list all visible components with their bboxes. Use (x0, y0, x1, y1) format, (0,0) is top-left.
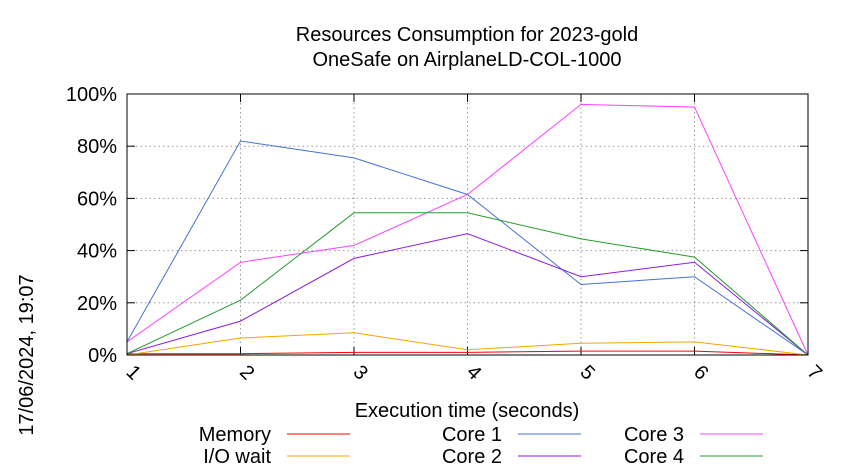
x-tick-label: 1 (122, 361, 145, 384)
chart-title-line-1: Resources Consumption for 2023-gold (296, 24, 638, 46)
x-tick-label: 3 (349, 361, 372, 384)
legend-label-core-1: Core 1 (442, 424, 502, 446)
series-line-core-4 (126, 212, 809, 356)
grid-layer (127, 94, 808, 355)
timestamp-label: 17/06/2024, 19:07 (16, 274, 38, 435)
x-tick-label: 4 (462, 361, 485, 384)
y-tick-label: 60% (77, 188, 117, 210)
plot-frame (126, 93, 809, 356)
legend-label-core-3: Core 3 (624, 424, 684, 446)
y-tick-label: 0% (88, 345, 117, 367)
series-layer (126, 103, 809, 356)
x-tick-label: 6 (689, 361, 712, 384)
legend-label-core-4: Core 4 (624, 446, 684, 468)
x-tick-label: 5 (576, 361, 599, 384)
series-line-core-3 (126, 103, 809, 356)
series-line-i-o-wait (126, 332, 809, 356)
legend-label-core-2: Core 2 (442, 446, 502, 468)
y-tick-label: 100% (66, 84, 117, 106)
y-tick-label: 80% (77, 136, 117, 158)
y-tick-label: 20% (77, 293, 117, 315)
legend-label-memory: Memory (199, 424, 271, 446)
x-tick-label: 2 (235, 361, 258, 384)
x-tick-label: 7 (803, 361, 826, 384)
chart-title-line-2: OneSafe on AirplaneLD-COL-1000 (312, 49, 621, 71)
y-tick-label: 40% (77, 241, 117, 263)
series-line-core-2 (126, 233, 809, 356)
series-line-memory (127, 350, 809, 356)
legend-label-i-o-wait: I/O wait (203, 446, 271, 468)
x-axis-label: Execution time (seconds) (355, 400, 580, 422)
tick-layer: 0% 20% 40% 60% 80% 100% 1 2 3 4 5 6 7 (66, 84, 826, 384)
